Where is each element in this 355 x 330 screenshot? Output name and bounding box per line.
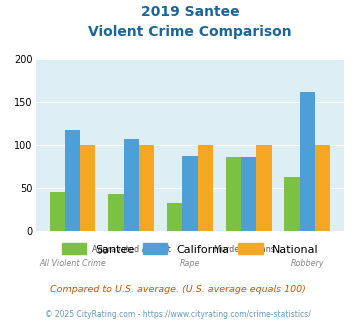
Bar [108,194,124,231]
Bar [226,157,241,231]
Text: Murder & Mans...: Murder & Mans... [214,245,283,254]
Bar [182,156,198,231]
Legend: Santee, California, National: Santee, California, National [56,238,324,260]
Bar [300,92,315,231]
Bar [198,145,213,231]
Text: Aggravated Assault: Aggravated Assault [92,245,170,254]
Text: Rape: Rape [180,259,200,268]
Text: 2019 Santee: 2019 Santee [141,5,239,19]
Bar [139,145,154,231]
Bar [241,157,256,231]
Bar [167,203,182,231]
Bar [315,145,330,231]
Bar [65,130,80,231]
Bar [284,177,300,231]
Text: Robbery: Robbery [291,259,324,268]
Bar [80,145,95,231]
Text: All Violent Crime: All Violent Crime [39,259,106,268]
Bar [124,139,139,231]
Text: Violent Crime Comparison: Violent Crime Comparison [88,25,292,39]
Bar [256,145,272,231]
Bar [50,191,65,231]
Text: © 2025 CityRating.com - https://www.cityrating.com/crime-statistics/: © 2025 CityRating.com - https://www.city… [45,310,310,319]
Text: Compared to U.S. average. (U.S. average equals 100): Compared to U.S. average. (U.S. average … [50,285,305,294]
